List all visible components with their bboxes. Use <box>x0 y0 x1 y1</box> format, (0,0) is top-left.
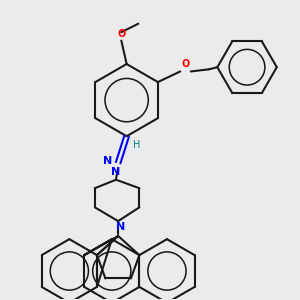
Text: N: N <box>111 167 121 176</box>
Text: O: O <box>182 59 190 69</box>
Text: N: N <box>116 222 125 232</box>
Text: H: H <box>133 140 140 150</box>
Text: O: O <box>117 28 125 38</box>
Text: N: N <box>103 156 112 166</box>
